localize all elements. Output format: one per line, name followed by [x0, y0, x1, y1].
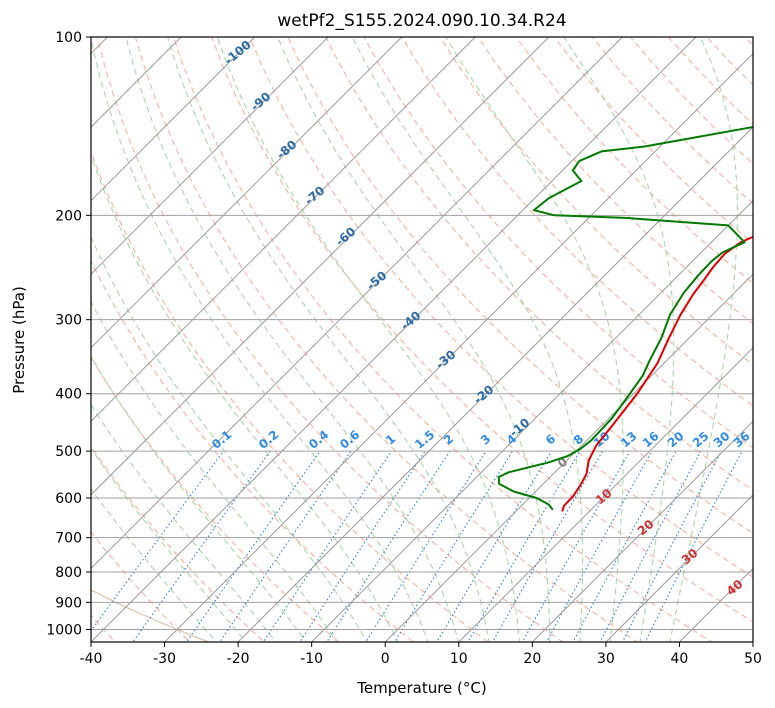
y-axis-ticks: 100 200 300 400 500 600 700 800 900 1000	[46, 30, 91, 638]
x-axis-label: Temperature (°C)	[356, 679, 486, 697]
x-tick-label: 40	[671, 651, 689, 667]
isotherm	[531, 420, 753, 642]
moist-adiabat	[445, 37, 624, 642]
isotherm	[91, 37, 550, 496]
isotherm	[605, 494, 753, 642]
lcl-curves	[91, 589, 211, 642]
sounding-profiles	[497, 126, 753, 512]
dry-adiabat	[477, 37, 753, 325]
moist-adiabat	[563, 37, 675, 642]
isotherm	[91, 37, 624, 570]
lcl-curve	[91, 589, 211, 642]
y-tick-label: 200	[55, 208, 82, 224]
x-tick-label: 50	[744, 651, 762, 667]
y-axis-label: Pressure (hPa)	[10, 286, 28, 394]
x-tick-label: -20	[227, 651, 250, 667]
y-tick-label: 1000	[46, 622, 82, 638]
moist-adiabat	[91, 355, 307, 642]
x-tick-label: -40	[80, 651, 103, 667]
moist-adiabat	[216, 37, 520, 642]
dry-adiabat	[91, 445, 266, 642]
y-tick-label: 300	[55, 313, 82, 329]
x-tick-label: 30	[597, 651, 615, 667]
moist-adiabat	[669, 37, 738, 642]
isobars	[91, 37, 753, 630]
moist-adiabat	[91, 488, 217, 642]
y-tick-label: 100	[55, 30, 82, 46]
plot-area: -100-90-80-70-60-50-40-30-20-100.1 0.2 0.4…	[91, 37, 753, 642]
isotherm	[237, 126, 753, 642]
x-tick-label: -30	[153, 651, 176, 667]
y-tick-label: 400	[55, 387, 82, 403]
moist-adiabat	[91, 447, 247, 642]
dry-adiabat	[249, 37, 753, 578]
x-axis-ticks: -40 -30 -20 -10 0 10 20 30 40 50	[80, 642, 762, 667]
moist-adiabat	[351, 37, 584, 642]
dry-adiabat	[134, 37, 639, 642]
isotherm	[163, 52, 753, 642]
moist-adiabat	[167, 37, 490, 642]
isotherm	[91, 37, 329, 275]
isotherm	[91, 37, 697, 642]
x-tick-label: -10	[300, 651, 323, 667]
isotherm	[310, 199, 753, 642]
y-tick-label: 800	[55, 565, 82, 581]
isotherm	[91, 37, 403, 349]
isotherm	[91, 37, 477, 423]
isotherm	[384, 273, 753, 642]
x-tick-label: 10	[450, 651, 468, 667]
isotherm	[91, 37, 256, 202]
moist-adiabats	[91, 37, 738, 642]
chart-title: wetPf2_S155.2024.090.10.34.R24	[277, 11, 566, 31]
y-tick-label: 500	[55, 444, 82, 460]
x-tick-label: 20	[523, 651, 541, 667]
y-tick-label: 900	[55, 595, 82, 611]
dry-adiabat	[91, 259, 415, 642]
x-tick-label: 0	[381, 651, 390, 667]
dry-adiabat	[96, 37, 564, 642]
moist-adiabat	[91, 235, 368, 642]
moist-adiabat	[125, 37, 460, 642]
isotherm	[458, 347, 753, 642]
dewpoint-line	[497, 126, 753, 511]
y-tick-label: 600	[55, 491, 82, 507]
moist-adiabat	[91, 300, 338, 642]
dry-adiabat	[439, 37, 753, 366]
moist-adiabat	[277, 37, 551, 642]
y-tick-label: 700	[55, 531, 82, 547]
moist-adiabat	[91, 403, 277, 642]
plot-frame	[90, 36, 754, 643]
isotherms	[91, 37, 753, 642]
dry-adiabat	[91, 356, 340, 642]
dry-adiabat	[172, 37, 713, 642]
